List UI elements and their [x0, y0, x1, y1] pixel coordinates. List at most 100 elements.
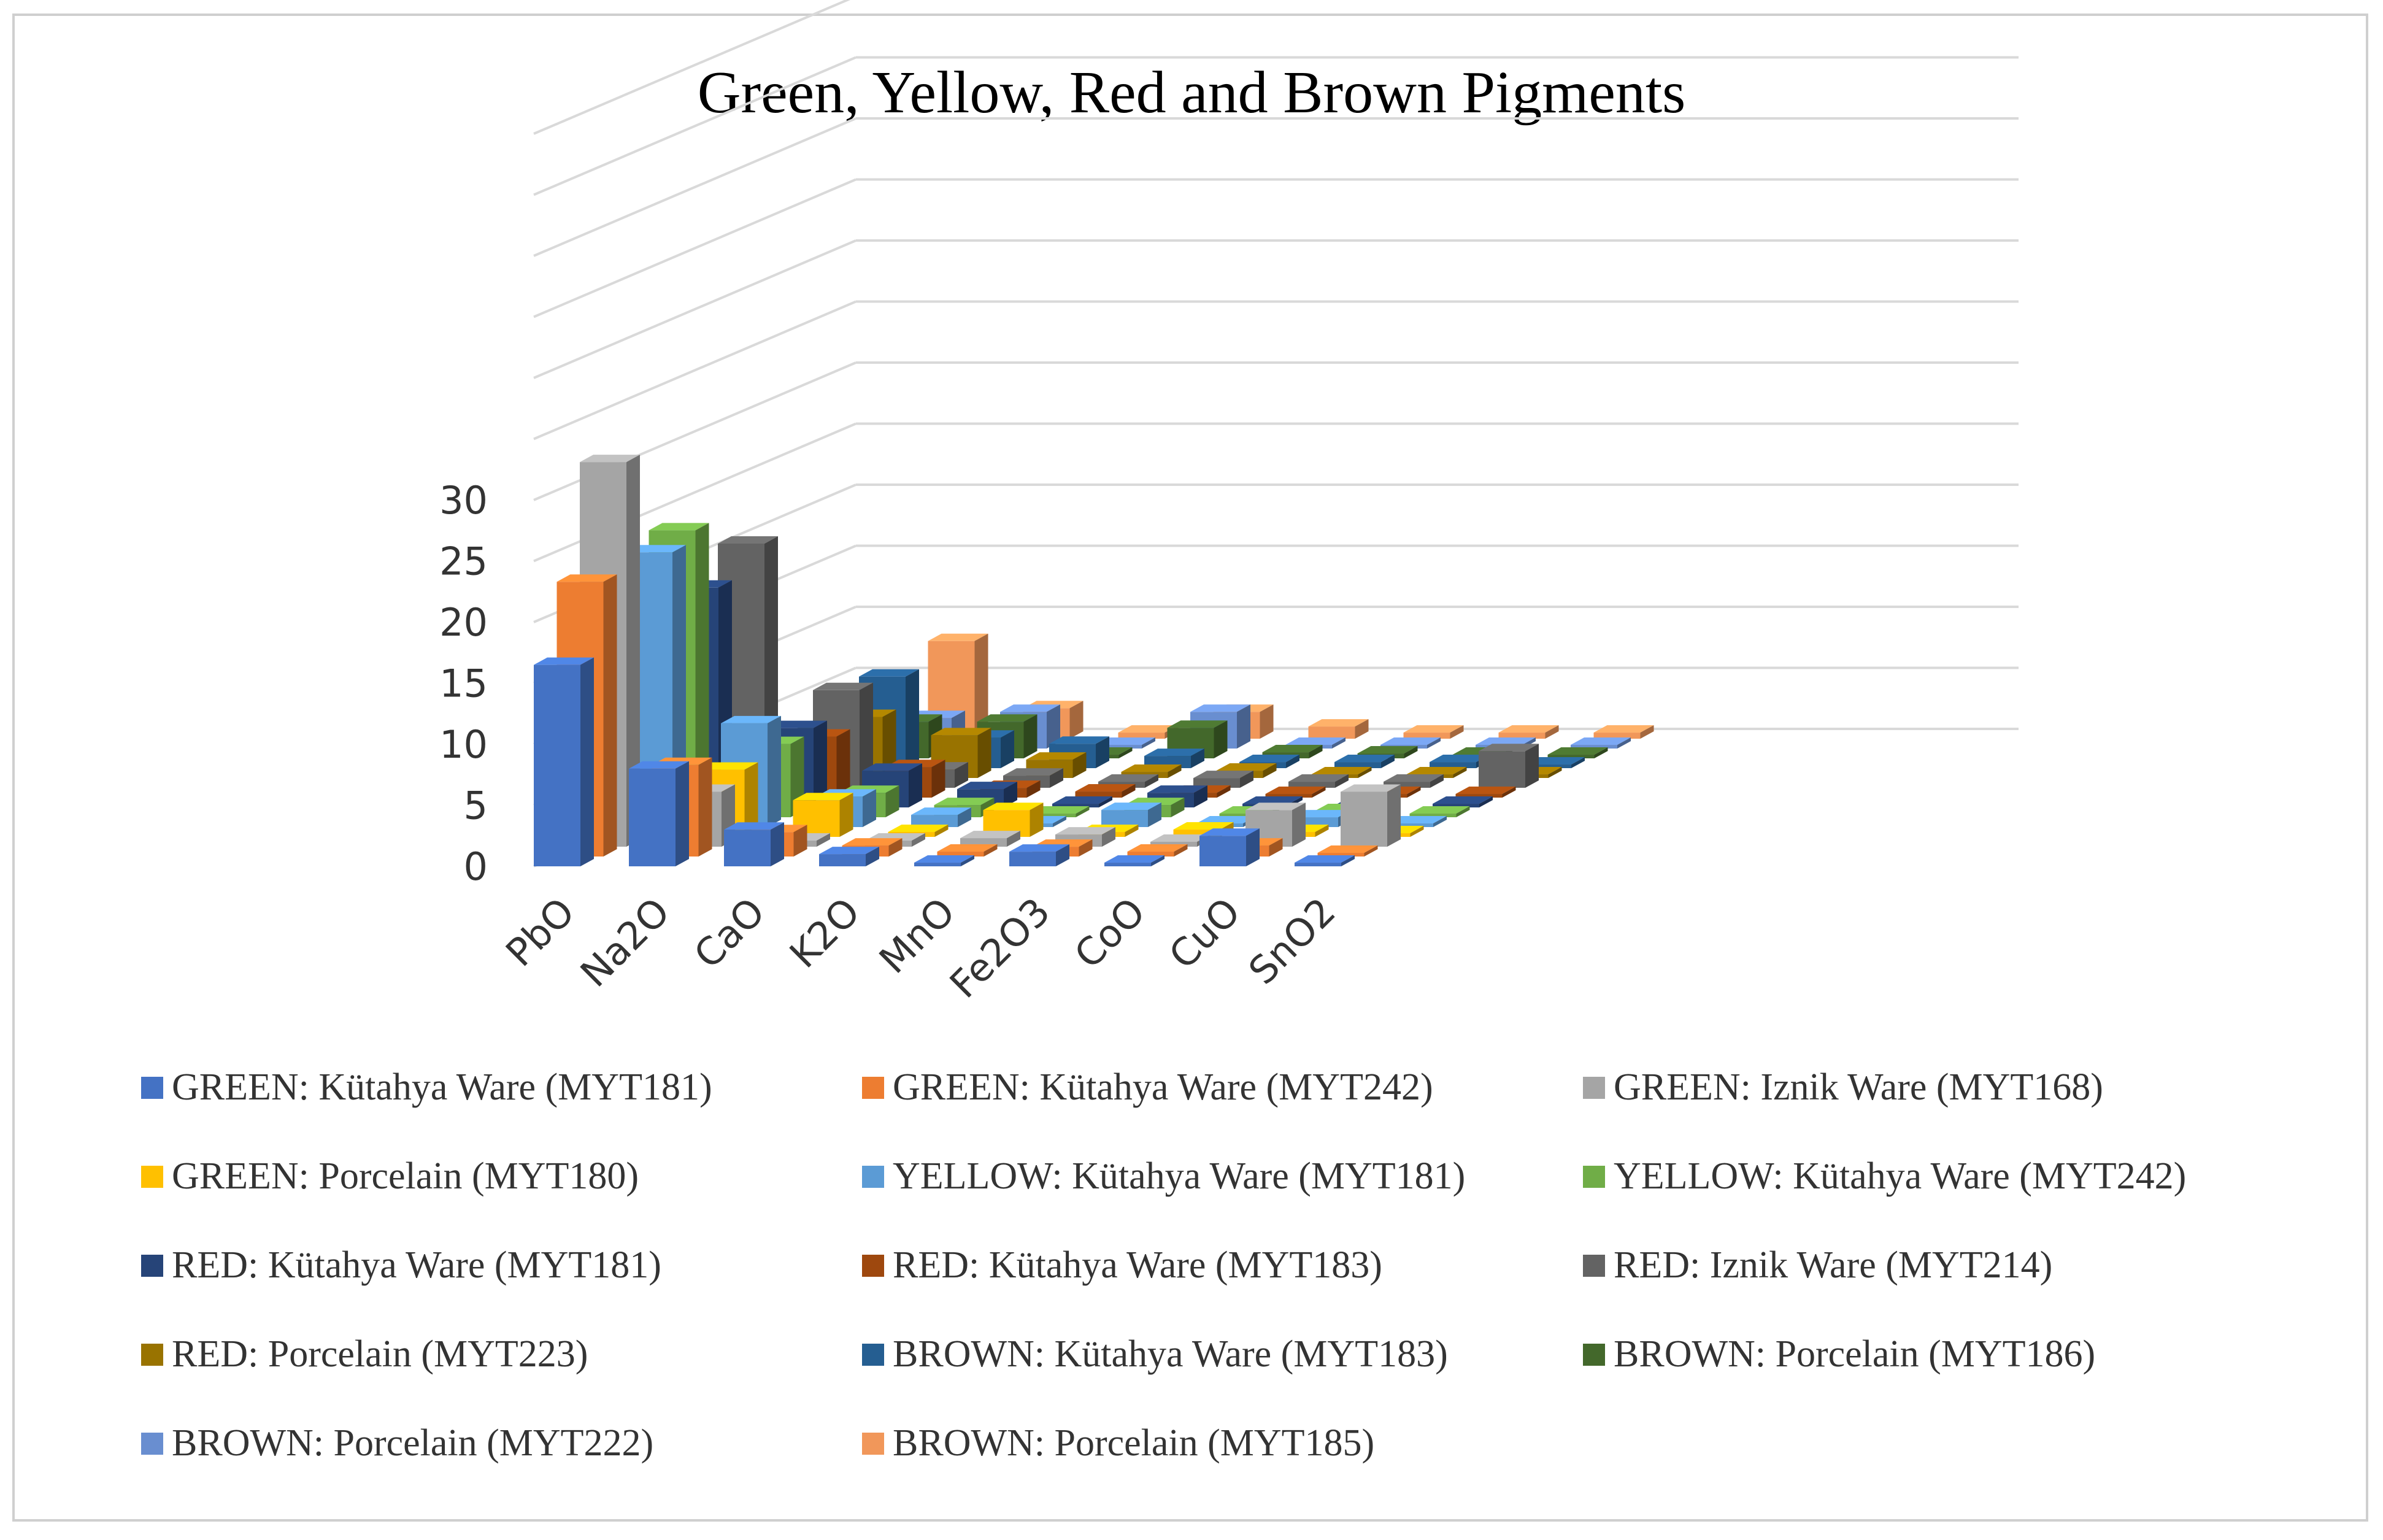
bar-side [931, 760, 945, 798]
bar-top [1384, 774, 1444, 782]
bar-top [1406, 767, 1467, 775]
bar-top [629, 761, 689, 769]
bar-side [1430, 774, 1444, 788]
bar-side [955, 762, 968, 788]
legend-swatch [862, 1165, 884, 1188]
gridline-left-upper-1 [533, 300, 857, 441]
bar-top [1525, 757, 1585, 765]
legend-swatch [1583, 1165, 1605, 1188]
bar-side [1364, 845, 1378, 857]
bar-top [698, 762, 758, 770]
bar-front [1295, 863, 1341, 866]
x-tick-label-CaO: CaO [685, 889, 774, 977]
x-tick-label-PbO: PbO [497, 889, 583, 975]
bar-side [1263, 763, 1277, 778]
legend-label: GREEN: Kütahya Ware (MYT242) [893, 1066, 1433, 1108]
bar-top [580, 455, 640, 463]
bar-side [1427, 737, 1441, 749]
legend-swatch [141, 1432, 163, 1455]
bar-side [1456, 806, 1470, 817]
y-tick-label: 20 [439, 600, 488, 645]
bar-top [1262, 745, 1323, 753]
bar-top [862, 763, 922, 771]
bar-top [1334, 755, 1395, 763]
bar-front [1029, 814, 1076, 817]
bar-side [1194, 785, 1207, 807]
bar-top [911, 807, 971, 815]
bar-side [860, 682, 873, 788]
bar-top [1026, 752, 1087, 760]
bar-front [1052, 804, 1099, 807]
bar-top [1173, 822, 1234, 830]
bar-side [1381, 755, 1395, 768]
legend-item: RED: Kütahya Ware (MYT181) [141, 1239, 862, 1292]
bar-front [1387, 823, 1433, 827]
bar-top [1288, 774, 1349, 782]
legend-label: RED: Kütahya Ware (MYT183) [893, 1244, 1382, 1286]
bar-top [534, 657, 594, 665]
bar-top [1098, 774, 1158, 782]
bar-top [928, 633, 988, 641]
bar-side [1050, 768, 1063, 788]
bar-top [1498, 725, 1559, 733]
bar-top [1055, 827, 1115, 835]
bar-top [813, 682, 873, 690]
x-tick-label-Fe2O3: Fe2O3 [941, 889, 1059, 1007]
bar-top [1150, 834, 1211, 842]
bar-side [1004, 782, 1017, 807]
bar-side [1096, 736, 1109, 768]
bar-7-MnO [1052, 796, 1112, 807]
bar-side [888, 838, 903, 857]
bar-5-K2O [911, 807, 971, 827]
legend-swatch [862, 1432, 884, 1455]
bar-top [1101, 803, 1161, 810]
bar-top [957, 782, 1017, 790]
bar-5-Fe2O3 [1101, 803, 1161, 827]
bar-13-SnO2 [1571, 737, 1631, 749]
bar-top [1380, 737, 1441, 745]
legend-label: GREEN: Kütahya Ware (MYT181) [172, 1066, 712, 1108]
bar-top [934, 798, 995, 806]
chart-title: Green, Yellow, Red and Brown Pigments [697, 60, 1686, 126]
x-tick-label-K2O: K2O [781, 889, 869, 977]
bar-1-Fe2O3 [1009, 844, 1069, 866]
bar-2-SnO2 [1317, 845, 1378, 857]
bar-top [819, 847, 879, 855]
bar-4-CaO [793, 793, 853, 837]
y-axis-ticks: 0 5 10 15 20 25 30 [439, 478, 488, 889]
bar-9-SnO2 [1479, 744, 1539, 788]
legend-swatch [862, 1076, 884, 1099]
bar-1-CuO [1199, 828, 1260, 866]
bar-side [839, 793, 853, 837]
bar-front [1430, 762, 1476, 768]
bar-front [1308, 726, 1355, 739]
bar-side [814, 720, 827, 807]
bar-front [724, 830, 771, 866]
bar-side [1171, 798, 1185, 817]
bar-12-SnO2 [1547, 747, 1608, 758]
bar-side [1145, 774, 1158, 788]
bar-top [1167, 720, 1228, 728]
bar-front [911, 815, 958, 827]
bar-11-CoO [1334, 755, 1395, 768]
legend-item: GREEN: Kütahya Ware (MYT242) [862, 1061, 1583, 1114]
bar-side [580, 657, 594, 866]
bar-top [1075, 784, 1136, 792]
bar-front [1593, 733, 1641, 739]
legend-item: BROWN: Porcelain (MYT186) [1583, 1328, 2304, 1380]
bar-top [937, 844, 998, 852]
bar-side [817, 833, 830, 847]
bar-side [1341, 855, 1355, 866]
bar-side [1047, 704, 1060, 749]
bar-top [767, 720, 827, 728]
bar-top [1121, 764, 1182, 772]
bar-side [1433, 816, 1447, 827]
bar-top [626, 545, 686, 553]
bar-side [1309, 745, 1323, 758]
gridline-left-upper-4 [533, 117, 857, 257]
bar-side [1312, 787, 1326, 798]
bar-7-SnO2 [1433, 796, 1493, 807]
bar-side [1246, 828, 1260, 866]
gridline-left-upper-5 [533, 56, 857, 196]
